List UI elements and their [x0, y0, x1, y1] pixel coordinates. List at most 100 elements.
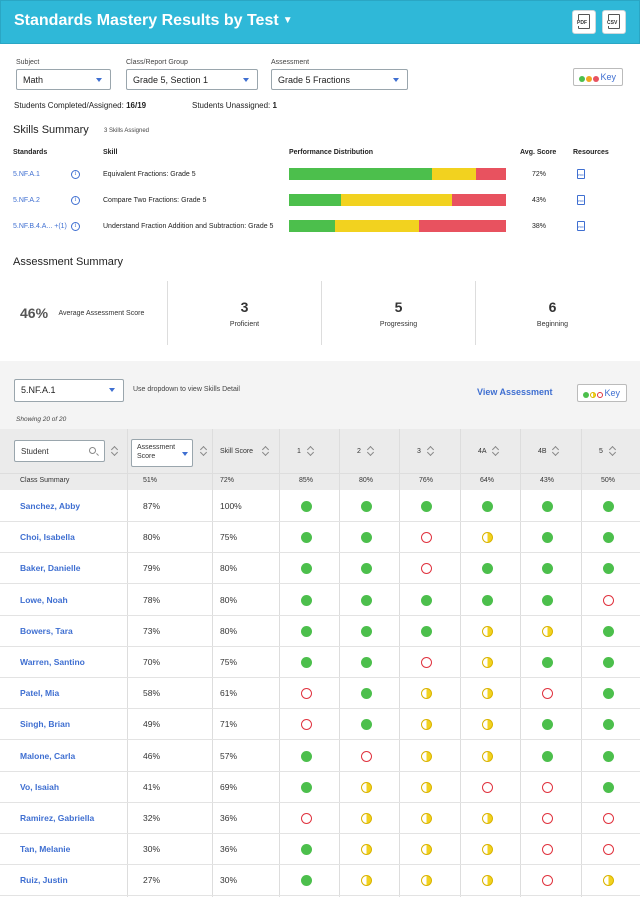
assessment-label: Assessment [271, 59, 310, 66]
student-name-link[interactable]: Singh, Brian [20, 719, 71, 730]
sort-item-icon[interactable] [492, 445, 499, 457]
class-select[interactable]: Grade 5, Section 1 [126, 69, 258, 90]
progressing-mark-icon [361, 875, 372, 887]
sort-item-icon[interactable] [307, 445, 314, 457]
item-header: 1 [297, 448, 301, 455]
proficient-mark-icon [301, 875, 312, 887]
progressing-segment [341, 194, 452, 206]
proficient-mark-icon [542, 563, 553, 575]
proficient-mark-icon [301, 594, 312, 606]
column-divider [520, 429, 521, 897]
skill-score: 75% [220, 532, 238, 543]
proficient-mark-icon [361, 688, 372, 700]
progressing-mark-icon [482, 657, 493, 668]
chevron-down-icon [109, 388, 115, 392]
showing-count: Showing 20 of 20 [16, 416, 67, 423]
proficient-mark-icon [542, 657, 553, 668]
beginning-segment [475, 168, 506, 180]
item-header: 3 [417, 448, 421, 455]
dropdown-hint: Use dropdown to view Skills Detail [133, 386, 240, 393]
table-row: Bowers, Tara 73% 80% [0, 615, 640, 646]
pdf-resource-icon[interactable]: PDF [577, 169, 585, 179]
assessment-select[interactable]: Grade 5 Fractions [271, 69, 408, 90]
class-summary-label: Class Summary [20, 477, 70, 484]
standard-select[interactable]: 5.NF.A.1 [14, 379, 124, 402]
beginning-mark-icon [301, 688, 312, 700]
beginning-mark-icon [301, 813, 312, 824]
key-button-detail[interactable]: Key [577, 384, 627, 402]
pdf-icon-text: PDF [578, 173, 584, 177]
skill-header: Skill [103, 149, 118, 156]
student-name-link[interactable]: Vo, Isaiah [20, 781, 60, 792]
avg-score: 43% [532, 197, 547, 204]
skill-score: 71% [220, 719, 238, 730]
student-search-input[interactable]: Student [14, 440, 105, 462]
column-divider [339, 429, 340, 897]
student-name-link[interactable]: Malone, Carla [20, 750, 76, 761]
student-name-link[interactable]: Lowe, Noah [20, 594, 68, 605]
beginning-mark-icon [421, 563, 432, 575]
student-name-link[interactable]: Baker, Danielle [20, 563, 81, 574]
proficient-mark-icon [361, 532, 372, 544]
proficient-mark-icon [301, 501, 312, 512]
student-name-link[interactable]: Choi, Isabella [20, 532, 75, 543]
proficient-mark-icon [542, 719, 553, 731]
row-divider [0, 833, 640, 834]
table-row: Vo, Isaiah 41% 69% [0, 771, 640, 802]
column-divider [399, 429, 400, 897]
sort-student-icon[interactable] [111, 445, 118, 457]
beginning-count: 6 Beginning [536, 299, 569, 328]
skill-score: 80% [220, 594, 238, 605]
pdf-resource-icon[interactable]: PDF [577, 221, 585, 231]
beginning-mark-icon [542, 781, 553, 793]
progressing-mark-icon [421, 844, 432, 856]
standard-link[interactable]: 5.NF.B.4.A... +(1) [13, 223, 67, 230]
pdf-resource-icon[interactable]: PDF [577, 195, 585, 205]
info-icon[interactable]: i [71, 196, 80, 205]
progressing-mark-icon [421, 688, 432, 700]
sort-item-icon[interactable] [367, 445, 374, 457]
column-divider [460, 429, 461, 897]
skill-score: 57% [220, 750, 238, 761]
assessment-score-sort-select[interactable]: Assessment Score [131, 439, 193, 467]
sort-skill-icon[interactable] [262, 445, 269, 457]
chevron-down-icon [96, 78, 102, 82]
skill-score: 61% [220, 688, 238, 699]
beginning-segment [419, 220, 506, 232]
class-item-score: 43% [540, 477, 555, 484]
item-header: 4B [538, 448, 547, 455]
key-button[interactable]: Key [573, 68, 623, 86]
column-divider [279, 429, 280, 897]
standard-link[interactable]: 5.NF.A.2 [13, 197, 40, 204]
report-title-dropdown[interactable]: Standards Mastery Results by Test ▼ [14, 12, 293, 30]
info-icon[interactable]: i [71, 170, 80, 179]
assessment-value: Grade 5 Fractions [278, 75, 351, 85]
student-name-link[interactable]: Ruiz, Justin [20, 875, 68, 886]
proficient-mark-icon [301, 532, 312, 544]
progressing-mark-icon [482, 844, 493, 856]
chevron-down-icon [182, 452, 188, 456]
student-name-link[interactable]: Bowers, Tara [20, 625, 73, 636]
student-name-link[interactable]: Ramirez, Gabriella [20, 813, 95, 823]
student-name-link[interactable]: Tan, Melanie [20, 844, 71, 855]
sort-assessment-icon[interactable] [200, 445, 207, 457]
subject-select[interactable]: Math [16, 69, 111, 90]
view-assessment-link[interactable]: View Assessment [477, 387, 553, 397]
row-divider [0, 521, 640, 522]
info-icon[interactable]: i [71, 222, 80, 231]
pdf-file-icon: PDF [577, 14, 590, 29]
export-pdf-button[interactable]: PDF [572, 10, 596, 34]
student-name-link[interactable]: Sanchez, Abby [20, 501, 81, 511]
divider [475, 281, 476, 345]
sort-item-icon[interactable] [552, 445, 559, 457]
export-csv-button[interactable]: CSV [602, 10, 626, 34]
student-name-link[interactable]: Warren, Santino [20, 657, 85, 667]
sort-item-icon[interactable] [609, 445, 616, 457]
proficient-segment [289, 168, 433, 180]
beginning-mark-icon [482, 781, 493, 793]
sort-item-icon[interactable] [427, 445, 434, 457]
standard-link[interactable]: 5.NF.A.1 [13, 171, 40, 178]
class-item-score: 80% [359, 477, 374, 484]
proficient-mark-icon [603, 657, 614, 668]
student-name-link[interactable]: Patel, Mia [20, 688, 60, 699]
